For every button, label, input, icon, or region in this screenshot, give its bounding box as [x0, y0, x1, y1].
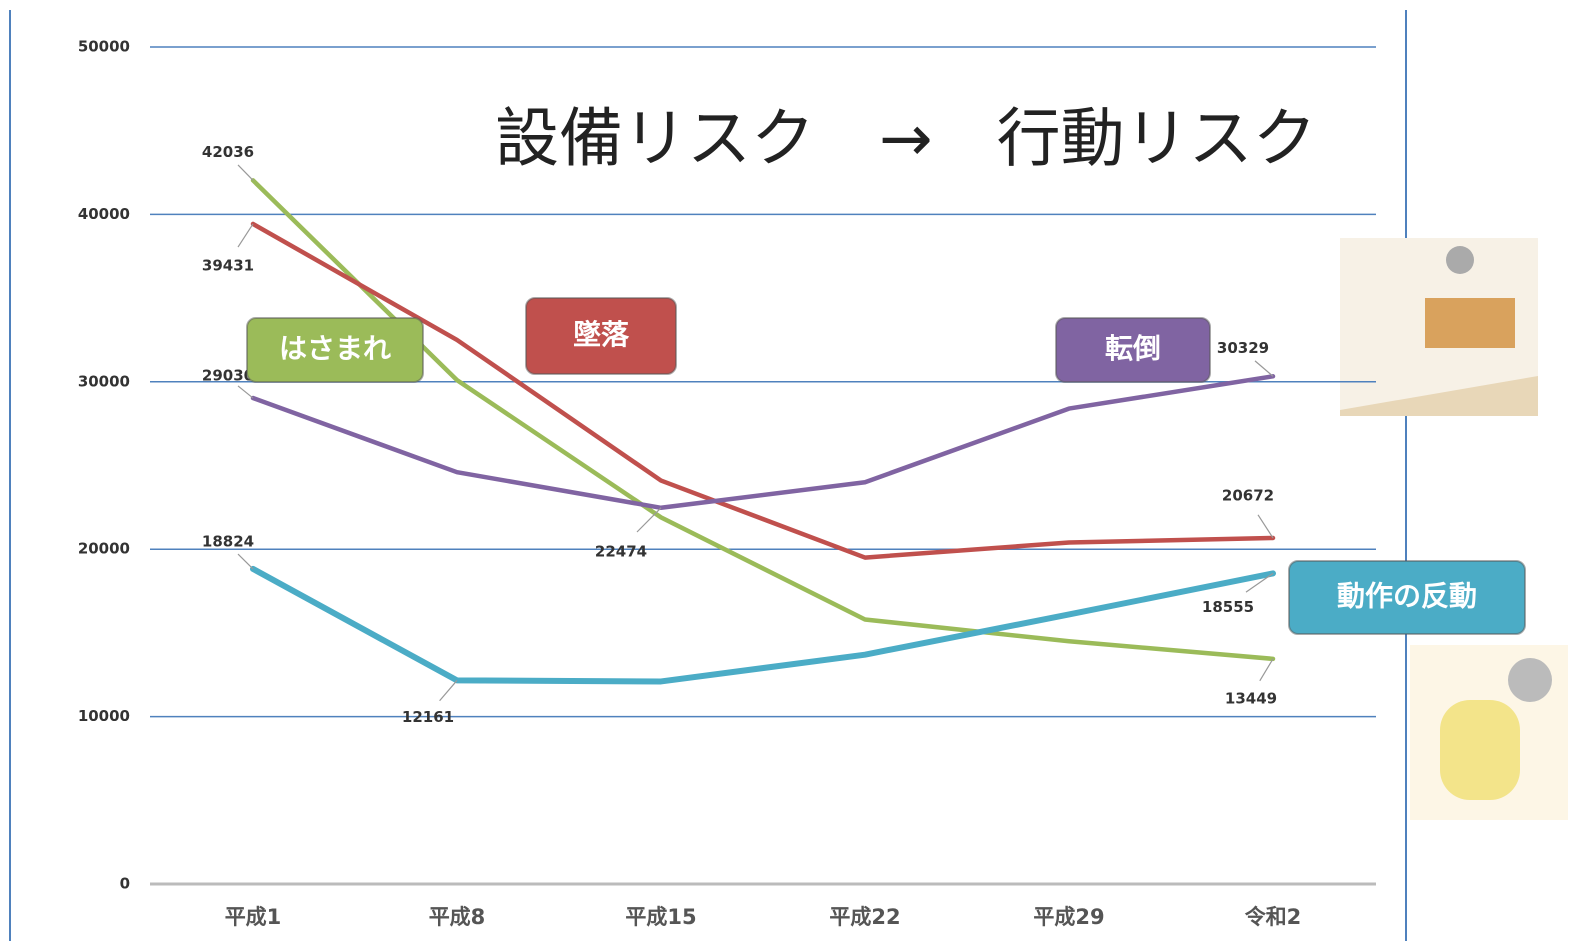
data-label: 20672 — [1222, 486, 1274, 504]
series-line — [253, 569, 1273, 682]
leader-line — [440, 680, 457, 700]
y-tick-label: 10000 — [78, 707, 130, 725]
x-tick-label: 平成15 — [625, 905, 696, 929]
series-line — [253, 224, 1273, 558]
data-label: 13449 — [1225, 689, 1277, 707]
data-label: 12161 — [402, 708, 454, 726]
legend-label: はさまれ — [279, 332, 391, 365]
y-tick-label: 20000 — [78, 540, 130, 558]
x-tick-label: 平成8 — [429, 905, 486, 929]
x-tick-label: 平成22 — [829, 905, 900, 929]
leader-line — [238, 165, 253, 180]
data-label: 42036 — [202, 143, 254, 161]
y-tick-label: 0 — [120, 875, 130, 893]
leader-line — [238, 554, 253, 569]
data-label: 30329 — [1217, 339, 1269, 357]
illustration — [1340, 238, 1568, 820]
leader-line — [1260, 659, 1273, 681]
series-line — [253, 376, 1273, 507]
data-label: 18555 — [1202, 598, 1254, 616]
y-tick-label: 30000 — [78, 372, 130, 390]
x-tick-label: 平成29 — [1033, 905, 1104, 929]
chart-title: 設備リスク → 行動リスク — [495, 103, 1317, 177]
leader-line — [1258, 515, 1273, 538]
data-label: 39431 — [202, 256, 254, 274]
legend-label: 動作の反動 — [1337, 580, 1477, 613]
x-tick-label: 平成1 — [225, 905, 282, 929]
x-tick-label: 令和2 — [1245, 905, 1302, 929]
data-label: 18824 — [202, 532, 254, 550]
legend-label: 墜落 — [573, 318, 630, 351]
series-line — [253, 180, 1273, 659]
legend-label: 転倒 — [1105, 332, 1161, 365]
leader-line — [238, 386, 253, 398]
y-tick-label: 40000 — [78, 205, 130, 223]
y-tick-label: 50000 — [78, 38, 130, 56]
data-label: 22474 — [595, 542, 647, 560]
leader-line — [238, 224, 253, 247]
leader-line — [1255, 361, 1273, 376]
chart: 設備リスク → 行動リスク 0 10000 20000 30000 40000 50000… — [0, 0, 1589, 951]
